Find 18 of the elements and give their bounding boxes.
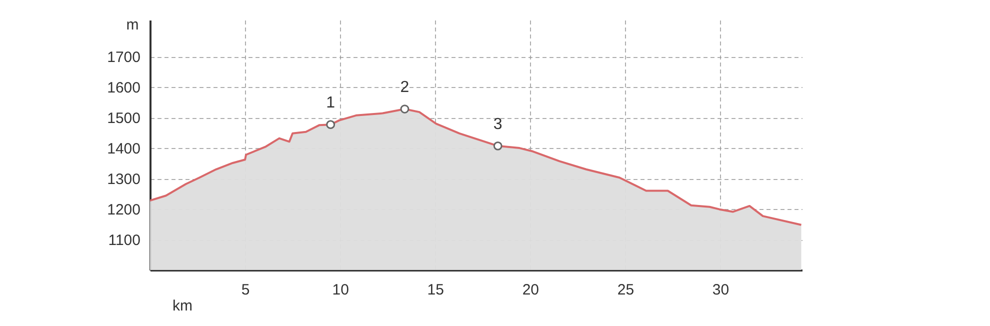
- annotation: 2: [400, 79, 410, 96]
- x-tick-label: 10: [332, 282, 349, 298]
- y-tick-label: 1700: [107, 49, 140, 66]
- y-tick-label: 1300: [107, 171, 140, 188]
- x-axis-title: km: [172, 298, 192, 314]
- y-tick-label: 1200: [107, 202, 140, 219]
- y-tick-label: 1600: [107, 80, 140, 97]
- annotation: 1: [326, 94, 336, 112]
- x-tick-label: 5: [241, 282, 250, 298]
- y-tick-label: 1500: [107, 110, 140, 128]
- y-tick-label: 1100: [108, 232, 140, 250]
- x-tick-label: 15: [427, 282, 444, 298]
- y-axis-title: m: [126, 16, 139, 34]
- x-tick-label: 25: [617, 282, 634, 298]
- y-tick-label: 1400: [107, 140, 140, 158]
- x-tick-label: 30: [712, 282, 730, 298]
- annotation: 3: [493, 116, 502, 133]
- x-tick-label: 20: [522, 282, 540, 298]
